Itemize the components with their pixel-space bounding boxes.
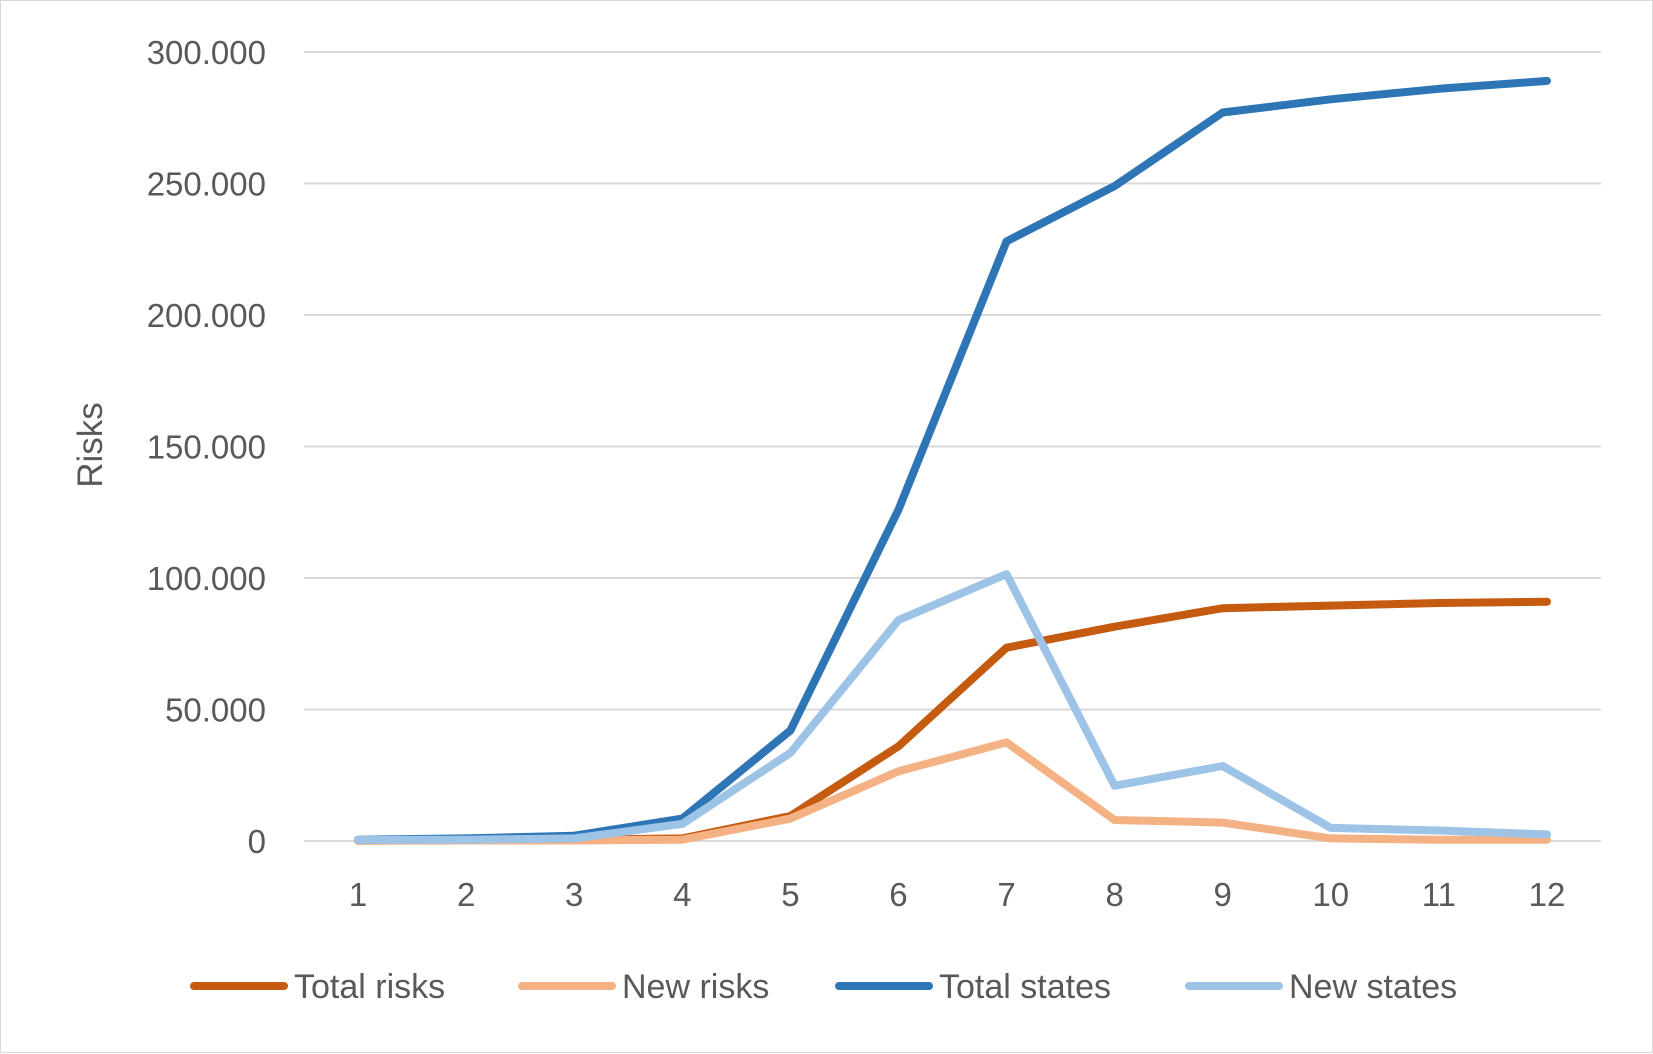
x-tick-label: 1 bbox=[349, 876, 367, 913]
legend-label: New states bbox=[1289, 968, 1457, 1006]
y-tick-label: 200.000 bbox=[147, 297, 266, 334]
y-tick-label: 150.000 bbox=[147, 429, 266, 466]
x-tick-label: 5 bbox=[781, 876, 799, 913]
y-tick-label: 0 bbox=[248, 823, 266, 860]
legend-label: Total risks bbox=[294, 968, 445, 1006]
x-tick-label: 11 bbox=[1422, 876, 1456, 913]
x-tick-label: 3 bbox=[565, 876, 583, 913]
series-line-total-states bbox=[354, 76, 1551, 844]
y-tick-label: 300.000 bbox=[147, 34, 266, 71]
legend-label: New risks bbox=[622, 968, 769, 1006]
y-axis-ticks: 0 50.000 100.000 150.000 200.000 250.000 300.0… bbox=[147, 34, 266, 860]
y-tick-label: 250.000 bbox=[147, 166, 266, 203]
x-tick-label: 9 bbox=[1214, 876, 1232, 913]
gridlines bbox=[304, 51, 1601, 842]
series-lines bbox=[354, 76, 1551, 845]
x-tick-label: 7 bbox=[997, 876, 1015, 913]
x-tick-label: 10 bbox=[1312, 876, 1349, 913]
y-tick-label: 50.000 bbox=[165, 692, 266, 729]
x-tick-label: 8 bbox=[1105, 876, 1123, 913]
x-tick-label: 2 bbox=[457, 876, 475, 913]
legend: Total risks New risks Total states New stat… bbox=[190, 968, 1457, 1006]
y-axis-title: Risks bbox=[71, 402, 110, 488]
series-line-new-states bbox=[354, 570, 1551, 844]
x-tick-label: 4 bbox=[673, 876, 691, 913]
legend-label: Total states bbox=[939, 968, 1111, 1006]
x-tick-label: 12 bbox=[1529, 876, 1566, 913]
series-line-total-risks bbox=[354, 597, 1551, 845]
x-tick-label: 6 bbox=[889, 876, 907, 913]
x-axis-ticks: 1 2 3 4 5 6 7 8 9 10 11 12 bbox=[349, 876, 1565, 913]
y-tick-label: 100.000 bbox=[147, 560, 266, 597]
